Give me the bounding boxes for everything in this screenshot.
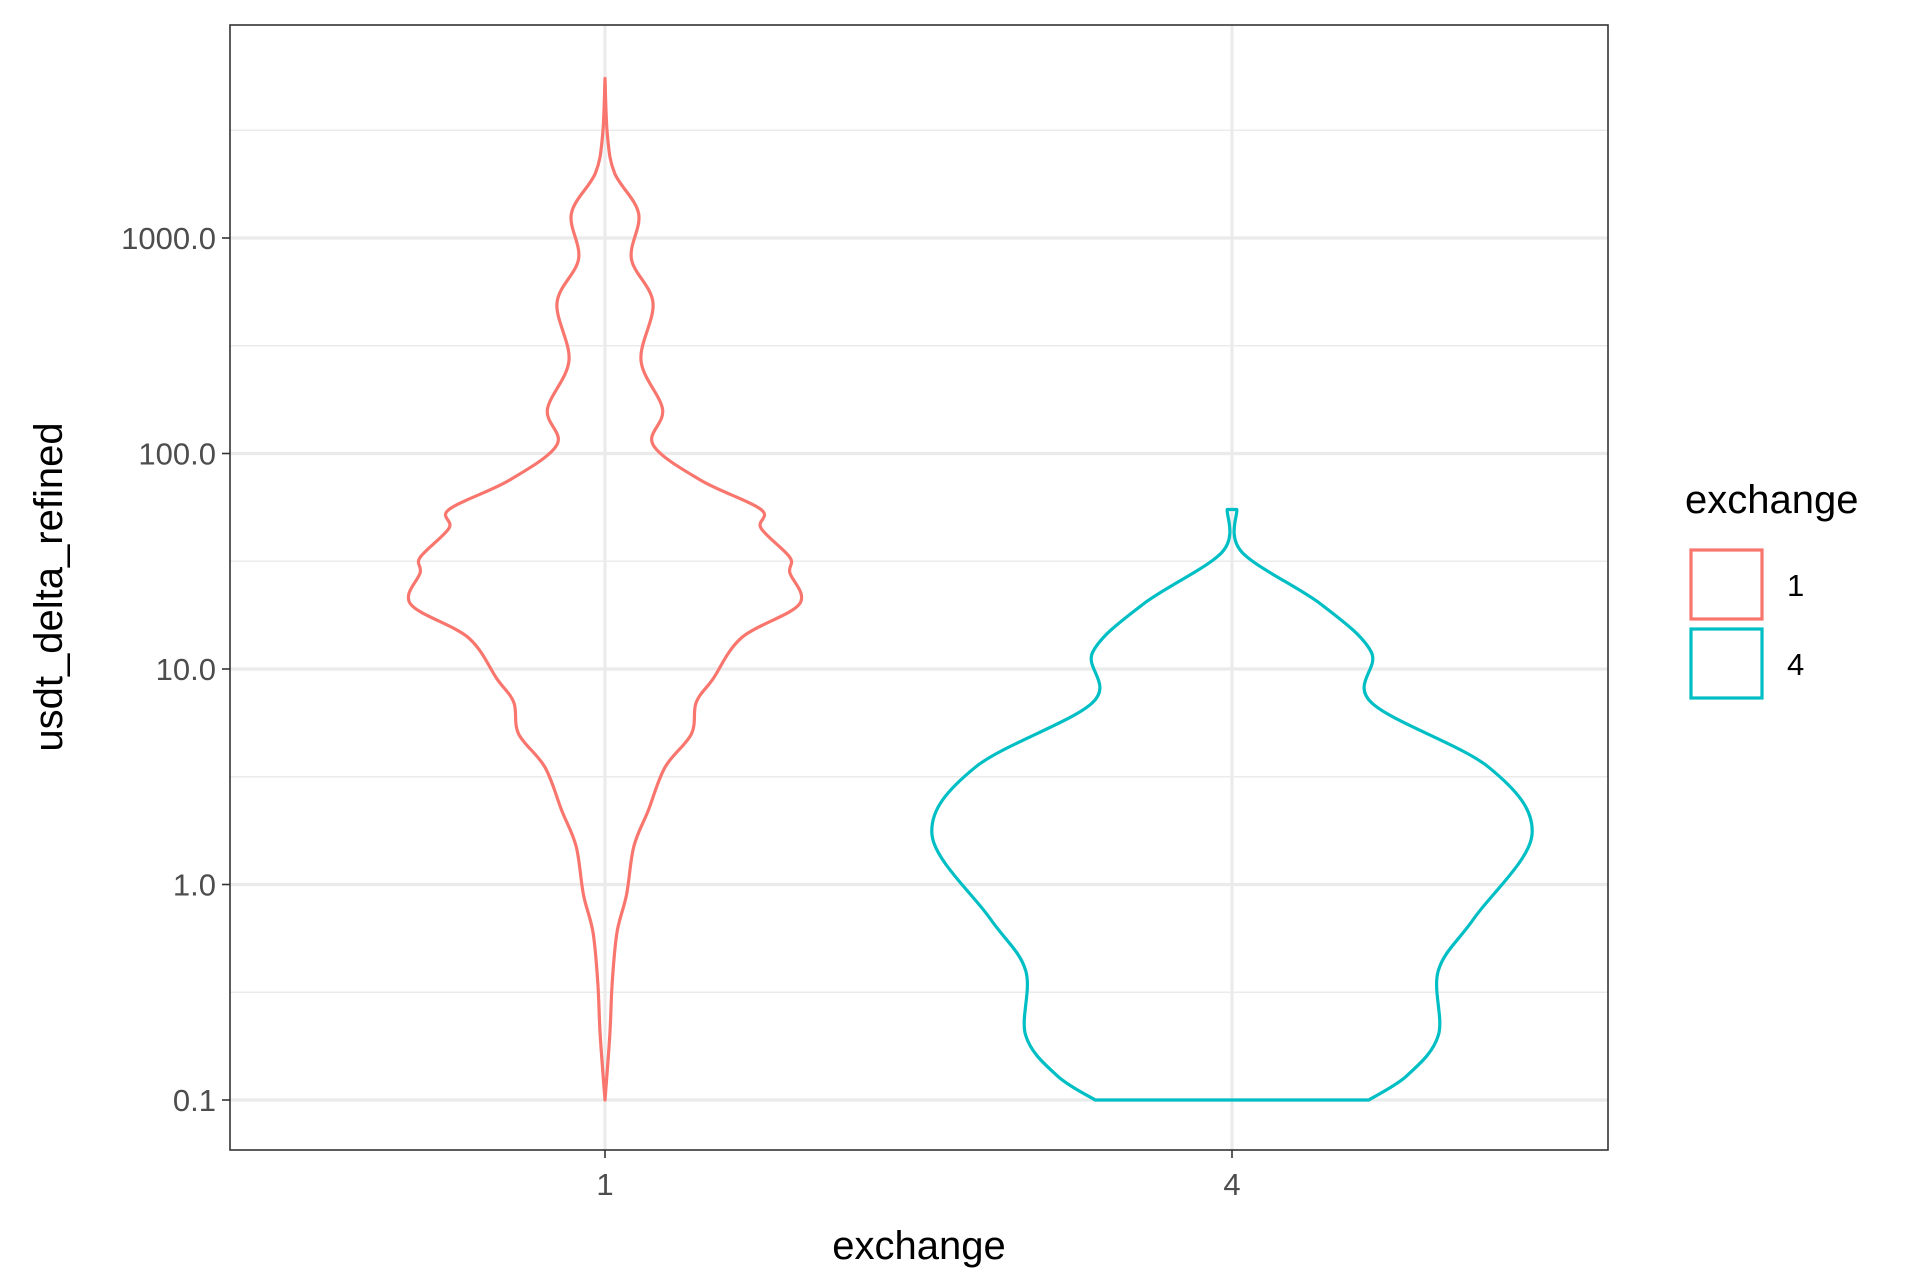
grid-minor <box>230 129 1608 994</box>
violins <box>406 76 1534 1102</box>
y-axis: 0.1 1.0 10.0 100.0 1000.0 <box>121 221 230 1118</box>
violin-4 <box>930 507 1534 1102</box>
violin-1 <box>406 76 804 1102</box>
legend-label-1: 1 <box>1787 568 1804 603</box>
legend-entries: 14 <box>1689 548 1804 700</box>
y-tick-label: 1000.0 <box>121 221 216 256</box>
y-tick-label: 100.0 <box>138 437 216 472</box>
panel-background <box>230 25 1608 1150</box>
x-tick-label: 4 <box>1223 1167 1240 1202</box>
y-tick-label: 10.0 <box>156 652 216 687</box>
legend-title: exchange <box>1685 478 1858 522</box>
legend-key-1 <box>1689 548 1764 621</box>
y-tick-label: 1.0 <box>173 868 216 903</box>
panel-border <box>229 24 1609 1151</box>
legend-key-4 <box>1689 627 1764 700</box>
x-tick-label: 1 <box>596 1167 613 1202</box>
legend: exchange 14 <box>1685 478 1858 700</box>
x-axis-title: exchange <box>832 1224 1005 1268</box>
y-axis-title: usdt_delta_refined <box>27 422 71 751</box>
grid-major <box>230 25 1608 1150</box>
y-tick-label: 0.1 <box>173 1083 216 1118</box>
legend-label-4: 4 <box>1787 647 1804 682</box>
